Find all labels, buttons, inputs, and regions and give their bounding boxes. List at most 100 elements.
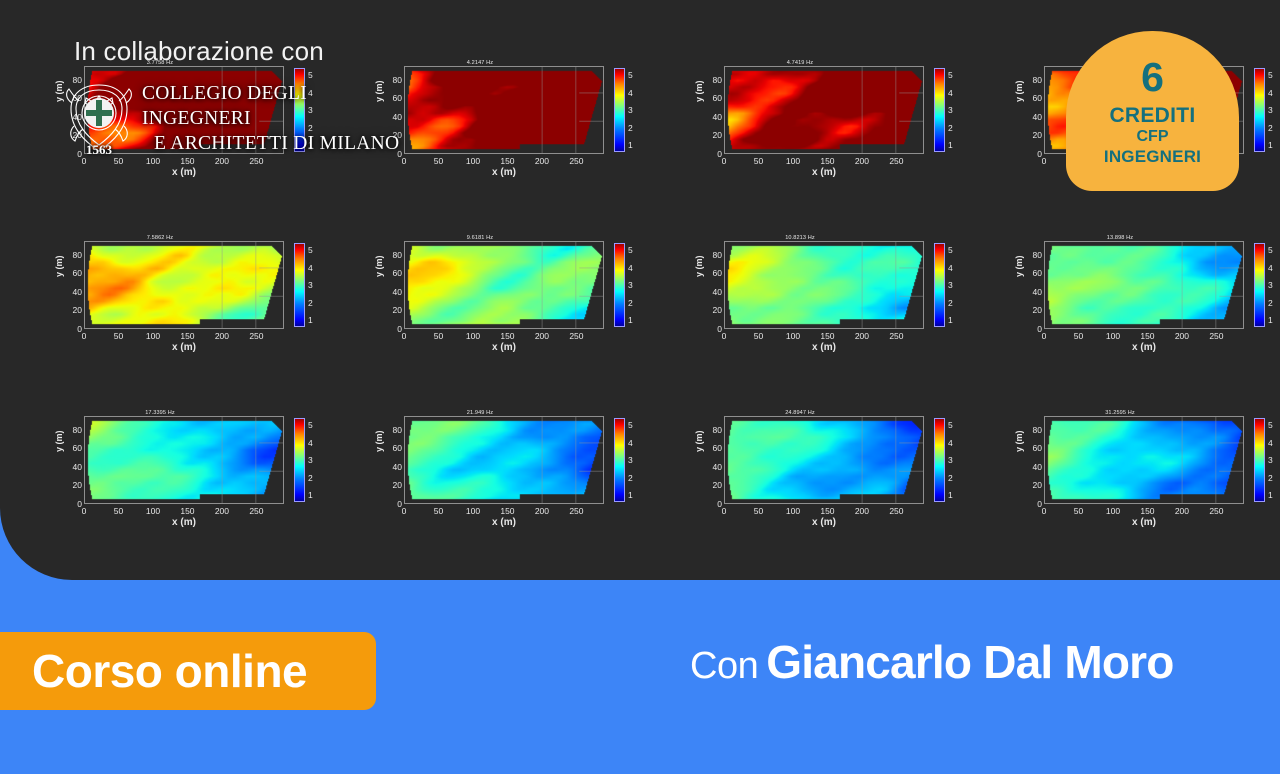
- y-tick-label: 40: [712, 461, 722, 472]
- colorbar-tick-label: 1: [628, 140, 633, 150]
- y-tick-label: 60: [712, 93, 722, 104]
- course-type-label: Corso online: [32, 645, 308, 697]
- y-tick-labels: 0 20 40 60 80: [52, 416, 82, 509]
- y-tick-label: 60: [712, 443, 722, 454]
- y-tick-labels: 0 20 40 60 80: [372, 241, 402, 334]
- x-tick-label: 0: [401, 331, 407, 341]
- colorbar-tick-label: 2: [628, 472, 633, 483]
- colorbar-tick-label: 5: [628, 70, 633, 80]
- y-tick-label: 20: [1032, 305, 1042, 316]
- y-tick-label: 20: [712, 480, 722, 491]
- x-tick-label: 100: [145, 331, 161, 341]
- y-tick-label: 80: [72, 249, 82, 260]
- panel-title: 7.5862 Hz: [146, 235, 174, 241]
- x-tick-label: 150: [1140, 331, 1155, 341]
- y-tick-label: 0: [717, 149, 722, 159]
- x-tick-label: 150: [500, 506, 515, 516]
- colorbar-tick-label: 2: [628, 297, 633, 308]
- y-tick-labels: 0 20 40 60 80: [1012, 416, 1042, 509]
- y-tick-labels: 0 20 40 60 80: [372, 66, 402, 159]
- x-tick-label: 100: [145, 506, 161, 516]
- y-axis-label: y (m): [1014, 430, 1024, 452]
- collaboration-heading: In collaborazione con: [74, 36, 324, 66]
- x-tick-labels: 0 50 100 150 200 250: [402, 506, 604, 518]
- x-tick-label: 150: [500, 331, 515, 341]
- velocity-section-figure-grid: 3.7758 Hz 0 20 40 60 80 y (m) 0 50 100 150 200 250 x …: [0, 48, 1280, 548]
- colorbar-tick-label: 2: [948, 122, 953, 133]
- y-tick-label: 20: [72, 305, 82, 316]
- panel-title: 31.2595 Hz: [1105, 410, 1135, 416]
- y-tick-label: 20: [392, 480, 402, 491]
- y-tick-label: 0: [1037, 324, 1042, 334]
- x-tick-label: 50: [753, 506, 764, 516]
- x-axis-label: x (m): [172, 342, 196, 353]
- heatmap-panel: 4.2147 Hz 0 20 40 60 80 y (m) 0 50 100 150 200 250 x …: [320, 48, 640, 223]
- colorbar: [1254, 243, 1265, 327]
- colorbar-tick-label: 3: [948, 280, 953, 290]
- y-tick-label: 0: [397, 499, 402, 509]
- colorbar-tick-labels: 1 2 3 4 5: [948, 416, 964, 504]
- colorbar: [614, 243, 625, 327]
- x-tick-label: 50: [433, 331, 444, 341]
- organization-name: COLLEGIO DEGLI INGEGNERI E ARCHITETTI DI…: [142, 81, 412, 156]
- colorbar-tick-label: 3: [628, 105, 633, 115]
- x-tick-label: 200: [534, 506, 550, 516]
- footer-bar: Corso online Con Giancarlo Dal Moro: [0, 580, 1280, 774]
- x-tick-label: 100: [785, 156, 801, 166]
- x-tick-label: 150: [180, 506, 195, 516]
- y-tick-label: 20: [1032, 480, 1042, 491]
- y-tick-label: 60: [392, 268, 402, 279]
- x-tick-label: 200: [214, 506, 230, 516]
- heatmap-canvas: [85, 417, 283, 503]
- x-tick-label: 0: [1041, 506, 1047, 516]
- x-tick-label: 50: [1073, 331, 1084, 341]
- heatmap-canvas: [725, 242, 923, 328]
- colorbar: [934, 418, 945, 502]
- colorbar-tick-label: 4: [628, 87, 633, 98]
- plot-axes: [84, 241, 284, 329]
- y-tick-label: 20: [72, 480, 82, 491]
- heatmap-canvas: [405, 242, 603, 328]
- colorbar-tick-label: 5: [308, 70, 313, 80]
- colorbar-tick-label: 1: [948, 490, 953, 500]
- colorbar-tick-label: 3: [1268, 455, 1273, 465]
- x-tick-label: 250: [249, 156, 264, 166]
- plot-axes: [404, 241, 604, 329]
- y-tick-label: 40: [1032, 286, 1042, 297]
- y-tick-label: 60: [72, 443, 82, 454]
- y-tick-labels: 0 20 40 60 80: [692, 66, 722, 159]
- y-tick-label: 0: [77, 324, 82, 334]
- plot-axes: [404, 416, 604, 504]
- plot-axes: [724, 66, 924, 154]
- colorbar: [614, 418, 625, 502]
- colorbar-tick-label: 3: [308, 105, 313, 115]
- x-tick-label: 0: [1041, 156, 1047, 166]
- x-tick-label: 50: [753, 331, 764, 341]
- y-tick-label: 40: [392, 461, 402, 472]
- colorbar: [934, 68, 945, 152]
- colorbar: [294, 418, 305, 502]
- colorbar-tick-label: 5: [948, 70, 953, 80]
- colorbar: [294, 243, 305, 327]
- x-tick-label: 100: [1105, 331, 1121, 341]
- x-tick-label: 100: [145, 156, 161, 166]
- x-tick-label: 150: [180, 156, 195, 166]
- y-axis-label: y (m): [374, 255, 384, 277]
- x-tick-label: 0: [1041, 331, 1047, 341]
- y-tick-labels: 0 20 40 60 80: [372, 416, 402, 509]
- colorbar-tick-label: 1: [628, 490, 633, 500]
- crest-icon: [62, 81, 136, 155]
- colorbar-tick-labels: 1 2 3 4 5: [628, 416, 644, 504]
- y-tick-label: 20: [392, 130, 402, 141]
- x-tick-label: 50: [433, 506, 444, 516]
- colorbar-tick-label: 5: [628, 420, 633, 430]
- y-tick-label: 20: [1032, 130, 1042, 141]
- panel-title: 3.7758 Hz: [146, 60, 174, 66]
- y-tick-label: 80: [712, 424, 722, 435]
